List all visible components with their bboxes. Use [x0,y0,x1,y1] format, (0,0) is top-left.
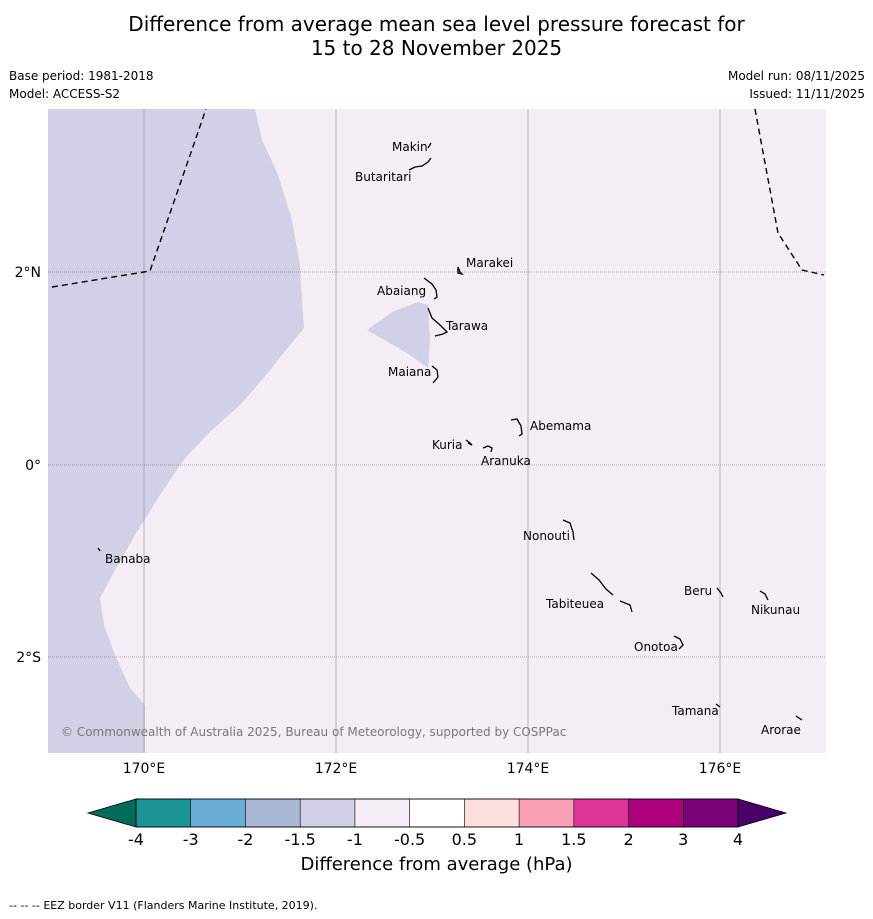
island-label-tarawa: Tarawa [445,319,488,333]
colorbar-tick-label: -1 [347,830,363,849]
colorbar-cells [135,798,739,828]
makin-outline [427,142,432,149]
tabiteuea-outline [590,572,633,613]
issued-date: Issued: 11/11/2025 [749,87,865,101]
colorbar-cell [682,798,739,828]
colorbar-tick-label: 0.5 [452,830,477,849]
colorbar-label: Difference from average (hPa) [300,854,573,875]
title-line-2: 15 to 28 November 2025 [310,36,563,60]
lat-axis-labels: 2°N 0° 2°S [15,265,42,666]
island-labels: Makin Butaritari Marakei Abaiang Tarawa … [105,140,801,737]
copyright-text: © Commonwealth of Australia 2025, Bureau… [61,725,566,739]
eez-legend-text: EEZ border V11 (Flanders Marine Institut… [43,899,318,912]
meta-right: Model run: 08/11/2025 Issued: 11/11/2025 [728,67,865,103]
colorbar-cell [190,798,247,828]
colorbar-tick-label: 3 [678,830,688,849]
lon-label-174e: 174°E [507,761,550,777]
colorbar-tick-label: -1.5 [285,830,316,849]
marakei-outline [457,266,465,276]
colorbar-tick-label: 1.5 [561,830,586,849]
aranuka-outline [482,445,493,453]
lat-label-2s: 2°S [16,650,41,666]
island-label-abaiang: Abaiang [377,284,426,298]
colorbar-cell [464,798,520,828]
island-label-butaritari: Butaritari [355,170,412,184]
title-line-1: Difference from average mean sea level p… [128,12,745,36]
colorbar-cell [409,798,465,828]
colorbar-tick-label: -2 [237,830,253,849]
abaiang-outline [423,277,438,300]
eez-legend: -- -- -- EEZ border V11 (Flanders Marine… [9,899,317,912]
colorbar: -4 -3 -2 -1.5 -1 -0.5 0.5 1 1.5 2 3 4 [86,798,788,849]
nonouti-outline [562,519,575,541]
model-run: Model run: 08/11/2025 [727,69,865,83]
island-label-banaba: Banaba [105,552,151,566]
island-label-arorae: Arorae [761,723,801,737]
island-label-nikunau: Nikunau [751,603,800,617]
colorbar-tick-label: 1 [514,830,524,849]
abemama-outline [510,418,523,437]
tamana-outline [715,703,721,708]
meta-left: Base period: 1981-2018 Model: ACCESS-S2 [9,67,154,103]
island-label-abemama: Abemama [530,419,591,433]
lon-label-176e: 176°E [699,761,742,777]
colorbar-frame [135,798,739,828]
gridlines [143,109,721,753]
butaritari-outline [408,157,432,171]
colorbar-over-arrow [737,798,788,828]
lon-axis-labels: 170°E 172°E 174°E 176°E [123,761,742,777]
base-period: Base period: 1981-2018 [9,69,154,83]
island-label-onotoa: Onotoa [634,640,678,654]
island-label-nonouti: Nonouti [523,529,570,543]
colorbar-cell [299,798,356,828]
colorbar-cell [573,798,630,828]
beru-outline [716,587,724,598]
island-label-tamana: Tamana [671,704,719,718]
lat-label-2n: 2°N [15,265,41,281]
island-label-beru: Beru [684,584,712,598]
island-label-maiana: Maiana [388,365,431,379]
onotoa-outline [673,635,684,650]
lat-label-0: 0° [25,458,41,474]
maiana-outline [431,365,439,384]
kuria-outline [465,439,473,446]
colorbar-tick-label: -4 [128,830,144,849]
lon-label-170e: 170°E [123,761,166,777]
colorbar-under-arrow [86,798,137,828]
colorbar-tick-label: -0.5 [394,830,425,849]
colorbar-tick-label: -3 [183,830,199,849]
island-label-kuria: Kuria [432,438,463,452]
colorbar-tick-labels: -4 -3 -2 -1.5 -1 -0.5 0.5 1 1.5 2 3 4 [128,830,743,849]
arorae-outline [795,715,803,721]
island-label-marakei: Marakei [466,256,513,270]
nikunau-outline [759,590,769,601]
colorbar-tick-label: 4 [733,830,743,849]
eez-border-east [754,108,825,276]
lat-gridlines [48,271,826,658]
colorbar-cell [354,798,411,828]
pressure-anomaly-region-central [367,302,430,368]
eez-border-west [51,108,207,288]
colorbar-cell [245,798,301,828]
pressure-anomaly-region-west [48,109,304,753]
colorbar-cell [518,798,575,828]
island-label-makin: Makin [392,140,428,154]
colorbar-cell [135,798,192,828]
island-label-aranuka: Aranuka [481,454,531,468]
tarawa-outline [427,307,449,337]
model-name: Model: ACCESS-S2 [9,87,121,101]
colorbar-cell [628,798,684,828]
island-outlines [97,142,803,721]
colorbar-tick-label: 2 [623,830,633,849]
eez-legend-symbol: -- -- -- [9,899,40,912]
banaba-outline [97,547,101,552]
lon-label-172e: 172°E [315,761,358,777]
chart-title: Difference from average mean sea level p… [0,12,873,60]
eez-borders [51,108,825,288]
island-label-tabiteuea: Tabiteuea [545,597,604,611]
